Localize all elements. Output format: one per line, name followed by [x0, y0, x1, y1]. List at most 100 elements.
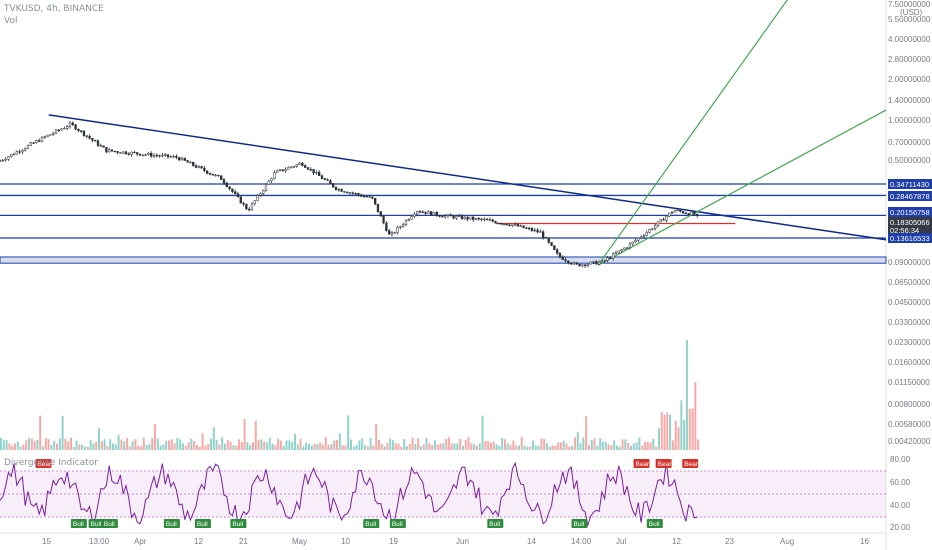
- volume-bar: [176, 437, 179, 450]
- volume-bar: [573, 437, 576, 450]
- candle-body: [390, 232, 394, 235]
- candle-body: [662, 219, 665, 221]
- volume-bar: [512, 440, 515, 450]
- candle-body: [211, 173, 214, 176]
- volume-bar: [391, 440, 394, 450]
- candle-body: [166, 154, 170, 157]
- volume-bar: [545, 443, 548, 450]
- volume-bar: [484, 441, 487, 450]
- bull-signal-tag: [101, 519, 118, 528]
- candle-body: [553, 245, 556, 250]
- volume-bar: [193, 441, 196, 450]
- candle-body: [29, 142, 32, 146]
- volume-bar: [646, 442, 649, 450]
- time-tick-label: May: [292, 537, 307, 546]
- volume-bar: [8, 443, 11, 450]
- candle-body: [561, 256, 564, 260]
- candle-body: [189, 161, 192, 164]
- volume-bar: [372, 445, 375, 450]
- candle-body: [606, 257, 609, 261]
- volume-bar: [153, 424, 156, 450]
- volume-bar: [366, 446, 369, 450]
- candle-body: [105, 147, 108, 153]
- bear-signal-label: Bear: [635, 461, 650, 468]
- volume-bar: [251, 442, 254, 450]
- volume-bar: [635, 442, 638, 450]
- candle-body: [444, 215, 447, 218]
- volume-bar: [422, 444, 425, 450]
- volume-bar: [523, 445, 526, 450]
- bull-signal-label: Bull: [392, 521, 403, 528]
- candle-body: [659, 219, 662, 223]
- bear-signal-tag: [682, 459, 699, 468]
- candle-body: [421, 211, 424, 214]
- volume-bar: [531, 440, 534, 450]
- bull-signal-tag: [88, 519, 105, 528]
- volume-bar: [53, 440, 56, 450]
- price-level-tag-text: 02:56:34: [890, 226, 919, 235]
- candle-body: [396, 227, 399, 233]
- price-tick-label: 0.70000000: [888, 138, 931, 147]
- volume-bar: [590, 440, 593, 450]
- candle-body: [676, 209, 679, 212]
- volume-bar: [503, 439, 506, 450]
- rsi-tick-label: 80.00: [890, 455, 911, 464]
- candle-body: [578, 263, 581, 267]
- volume-bar: [229, 441, 232, 450]
- bull-signal-label: Bull: [104, 521, 115, 528]
- candle-body: [192, 161, 195, 166]
- candle-body: [38, 140, 41, 142]
- candle-body: [530, 228, 534, 231]
- volume-bar: [501, 437, 504, 450]
- volume-bar: [478, 443, 481, 450]
- fan-line-steep: [597, 0, 788, 266]
- candle-body: [180, 157, 184, 161]
- candle-body: [206, 170, 209, 174]
- volume-bar: [123, 441, 126, 450]
- volume-bar: [369, 437, 372, 450]
- candle-body: [80, 130, 83, 132]
- volume-bar: [582, 437, 585, 450]
- candle-body: [110, 149, 114, 152]
- candle-body: [298, 162, 301, 165]
- candle-body: [26, 145, 30, 149]
- volume-bar: [235, 445, 238, 450]
- volume-bar: [341, 445, 344, 450]
- volume-bar: [344, 445, 347, 450]
- candle-body: [141, 154, 144, 156]
- candle-body: [385, 222, 388, 231]
- price-level-tag-text: 0.20156758: [890, 208, 930, 217]
- candle-body: [491, 219, 494, 222]
- volume-bar: [613, 440, 616, 450]
- candle-body: [54, 129, 58, 134]
- volume-bar: [439, 443, 442, 450]
- candle-body: [679, 209, 682, 212]
- volume-bar: [58, 438, 61, 450]
- candle-body: [595, 261, 598, 265]
- candle-body: [648, 229, 651, 233]
- volume-bar: [30, 438, 33, 450]
- volume-bar: [677, 427, 680, 450]
- volume-bar: [33, 440, 36, 450]
- fan-line-shallow: [597, 109, 887, 266]
- volume-bar: [467, 437, 470, 450]
- bear-signal-tag: [633, 459, 650, 468]
- time-tick-label: 13:00: [89, 537, 110, 546]
- candle-body: [256, 195, 259, 201]
- volume-bar: [475, 445, 478, 450]
- volume-bar: [428, 442, 431, 450]
- volume-bar: [596, 445, 599, 450]
- volume-bar: [106, 445, 109, 450]
- volume-bar: [417, 438, 420, 450]
- candle-body: [77, 129, 80, 131]
- volume-bar: [131, 441, 134, 450]
- volume-bar: [355, 445, 358, 450]
- volume-bar: [537, 445, 540, 450]
- candle-body: [200, 166, 203, 169]
- volume-bar: [593, 438, 596, 450]
- volume-bar: [579, 443, 582, 450]
- volume-bar: [22, 444, 25, 450]
- bear-signal-label: Bear: [37, 461, 52, 468]
- volume-bar: [316, 444, 319, 450]
